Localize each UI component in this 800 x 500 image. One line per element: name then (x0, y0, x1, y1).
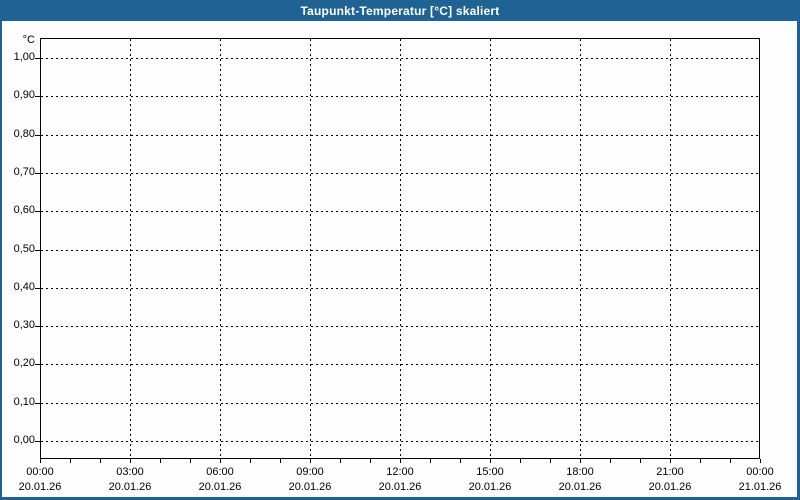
x-tick (490, 459, 491, 463)
x-tick-date-label: 21.01.26 (738, 481, 782, 493)
x-tick-time-label: 12:00 (386, 466, 414, 478)
y-tick (35, 288, 40, 289)
y-tick (35, 250, 40, 251)
x-tick-date-label: 20.01.26 (648, 481, 692, 493)
y-tick (35, 96, 40, 97)
y-tick-label: 0,70 (13, 166, 35, 178)
y-tick-label: 0,90 (13, 89, 35, 101)
plot-border-right (759, 38, 760, 459)
x-tick (760, 459, 761, 463)
y-tick (35, 326, 40, 327)
x-tick (280, 459, 281, 463)
y-tick (35, 364, 40, 365)
x-gridline (130, 39, 131, 458)
window-titlebar[interactable]: Taupunkt-Temperatur [°C] skaliert (0, 0, 800, 21)
x-tick-time-label: 15:00 (476, 466, 504, 478)
y-tick-label: 0,60 (13, 204, 35, 216)
x-tick (430, 459, 431, 463)
y-tick (35, 441, 40, 442)
x-gridline (310, 39, 311, 458)
y-tick (35, 173, 40, 174)
x-tick (190, 459, 191, 463)
y-tick (35, 403, 40, 404)
y-tick (35, 58, 40, 59)
x-tick (160, 459, 161, 463)
x-tick (520, 459, 521, 463)
x-tick (130, 459, 131, 463)
x-tick (70, 459, 71, 463)
x-tick (580, 459, 581, 463)
y-tick-label: 1,00 (13, 51, 35, 63)
x-tick (370, 459, 371, 463)
x-tick (40, 459, 41, 463)
y-tick-label: 0,40 (13, 281, 35, 293)
x-tick (640, 459, 641, 463)
x-tick (610, 459, 611, 463)
x-gridline (580, 39, 581, 458)
x-tick (220, 459, 221, 463)
x-tick-time-label: 00:00 (746, 466, 774, 478)
x-tick-time-label: 06:00 (206, 466, 234, 478)
x-tick (550, 459, 551, 463)
x-tick-date-label: 20.01.26 (468, 481, 512, 493)
y-tick-label: 0,80 (13, 128, 35, 140)
y-tick-label: 0,10 (13, 396, 35, 408)
x-tick (670, 459, 671, 463)
x-tick (250, 459, 251, 463)
x-tick-date-label: 20.01.26 (198, 481, 242, 493)
y-tick-label: 0,00 (13, 434, 35, 446)
x-tick (400, 459, 401, 463)
plot-border-top (40, 38, 760, 39)
x-axis-line (40, 458, 760, 459)
x-tick (340, 459, 341, 463)
plot-area: °C 1,00 0,90 0,80 0,70 0,60 0,50 0,40 0,30 0,20 0… (14, 34, 782, 493)
x-tick-date-label: 20.01.26 (558, 481, 602, 493)
x-tick-date-label: 20.01.26 (108, 481, 152, 493)
x-tick-date-label: 20.01.26 (378, 481, 422, 493)
x-gridline (400, 39, 401, 458)
x-tick-date-label: 20.01.26 (18, 481, 62, 493)
x-tick (460, 459, 461, 463)
y-tick (35, 211, 40, 212)
x-tick-date-label: 20.01.26 (288, 481, 332, 493)
x-gridline (670, 39, 671, 458)
window-border-bottom (0, 497, 800, 500)
x-tick-time-label: 03:00 (116, 466, 144, 478)
x-tick-time-label: 18:00 (566, 466, 594, 478)
x-tick-time-label: 21:00 (656, 466, 684, 478)
x-tick (100, 459, 101, 463)
x-gridline (490, 39, 491, 458)
y-tick-label: 0,50 (13, 243, 35, 255)
x-tick (700, 459, 701, 463)
y-tick-label: 0,20 (13, 357, 35, 369)
window-border-left (0, 21, 2, 500)
window-title: Taupunkt-Temperatur [°C] skaliert (300, 3, 500, 18)
y-axis-unit-label: °C (22, 34, 35, 46)
x-tick-time-label: 00:00 (26, 466, 54, 478)
x-tick (730, 459, 731, 463)
y-tick-label: 0,30 (13, 319, 35, 331)
y-axis-line (40, 38, 41, 459)
x-tick (310, 459, 311, 463)
window-border-right (797, 21, 800, 500)
x-gridline (220, 39, 221, 458)
x-tick-time-label: 09:00 (296, 466, 324, 478)
y-tick (35, 135, 40, 136)
